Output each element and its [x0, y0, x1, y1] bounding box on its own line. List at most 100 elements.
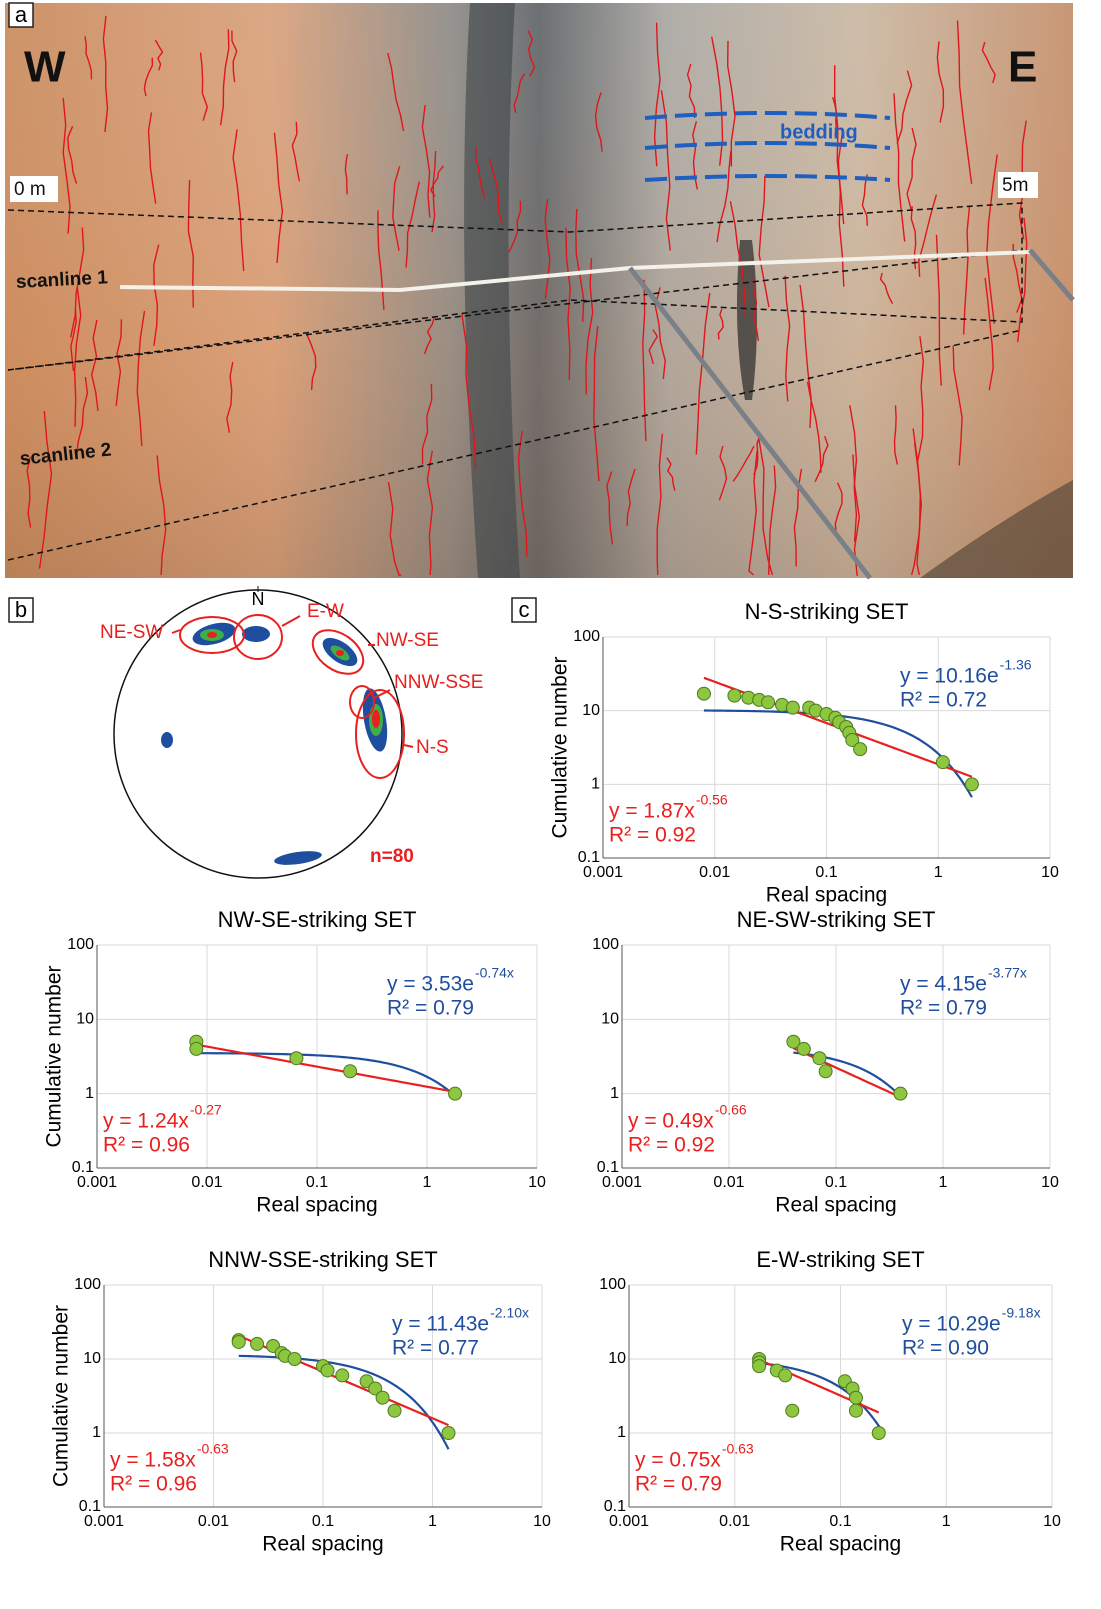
fit-exponent: -2.10x	[490, 1305, 529, 1321]
fracture	[849, 405, 858, 542]
fracture	[430, 165, 444, 197]
y-tick-label: 100	[599, 1276, 626, 1293]
fracture	[1017, 217, 1028, 343]
fit-exponent: -3.77x	[988, 965, 1027, 981]
fracture	[653, 22, 661, 167]
x-tick-label: 0.001	[77, 1174, 117, 1191]
fracture	[814, 435, 829, 483]
fracture	[893, 405, 899, 465]
fracture	[732, 445, 755, 482]
fracture	[527, 30, 536, 77]
fracture	[143, 57, 154, 97]
data-point	[287, 1352, 302, 1366]
pole	[628, 266, 872, 580]
fracture	[585, 258, 594, 395]
fracture	[115, 319, 123, 406]
fracture	[575, 208, 585, 322]
set-label: NE-SW	[100, 622, 163, 643]
dark-fissure	[464, 3, 520, 578]
contour	[161, 732, 173, 748]
fracture	[879, 272, 894, 304]
data-point	[448, 1086, 463, 1101]
fracture	[73, 287, 82, 427]
set-outlines	[171, 614, 414, 779]
fracture	[474, 147, 486, 199]
y-axis-label: Cumulative number	[50, 1305, 73, 1487]
fracture	[102, 15, 109, 133]
fit-exponent: -0.66	[715, 1102, 747, 1118]
data-point	[812, 1051, 827, 1066]
contour	[372, 710, 380, 728]
fracture	[1012, 243, 1023, 313]
set-label: N-S	[416, 737, 449, 758]
contour	[242, 626, 270, 642]
fracture	[517, 430, 528, 557]
density-contours	[161, 622, 388, 865]
y-tick-label: 100	[592, 936, 619, 953]
fracture	[985, 154, 998, 324]
west-label: W	[24, 43, 66, 92]
fit-r2: R² = 0.72	[900, 689, 987, 712]
panel-label: b	[15, 597, 27, 622]
x-tick-label: 0.01	[191, 1174, 222, 1191]
fracture	[906, 127, 917, 211]
fit-exponent: -0.27	[190, 1102, 222, 1118]
fracture	[199, 52, 209, 121]
fit-equation: y = 11.43e	[392, 1313, 489, 1336]
fit-exponent: -0.74x	[475, 965, 514, 981]
fracture	[136, 310, 146, 446]
panel-label: a	[15, 2, 28, 27]
x-tick-label: 1	[423, 1174, 432, 1191]
fracture	[726, 40, 736, 167]
fracture	[231, 30, 238, 83]
pole	[1028, 248, 1075, 302]
fracture	[799, 284, 812, 428]
fracture	[834, 482, 843, 535]
scanline-box	[7, 202, 1023, 371]
data-point	[375, 1390, 390, 1405]
y-tick-label: 0.1	[72, 1159, 94, 1176]
fit-r2: R² = 0.77	[392, 1337, 479, 1360]
fracture	[861, 174, 868, 226]
x-tick-label: 0.01	[719, 1513, 750, 1530]
fracture	[273, 132, 284, 264]
data-point	[893, 1086, 908, 1101]
fit-equation: y = 10.29e	[902, 1313, 1001, 1336]
x-tick-label: 1	[934, 864, 943, 881]
measuring-tape	[119, 250, 1031, 293]
fracture	[594, 92, 603, 152]
data-point	[752, 1359, 767, 1374]
contour	[274, 851, 322, 865]
data-point	[964, 777, 979, 792]
fracture	[935, 234, 942, 386]
fracture	[956, 20, 973, 184]
x-tick-label: 0.1	[306, 1174, 328, 1191]
y-tick-label: 1	[85, 1085, 94, 1102]
fracture	[656, 433, 664, 576]
fracture	[916, 336, 925, 462]
data-point	[343, 1064, 358, 1079]
photo-panel: a W E bedding 0 m 5m scanline 1 scanline…	[5, 2, 1075, 580]
fracture	[642, 279, 647, 442]
fracture	[912, 428, 922, 576]
fracture	[606, 471, 614, 545]
east-label: E	[1008, 43, 1037, 92]
data-point	[778, 1368, 793, 1383]
fracture	[344, 154, 349, 195]
fracture	[666, 457, 676, 491]
x-axis-label: Real spacing	[262, 1533, 383, 1556]
fit-exponent: -1.36	[1000, 657, 1032, 673]
y-tick-label: 10	[582, 702, 600, 719]
y-tick-label: 10	[608, 1350, 626, 1367]
charts: 0.001 0.01 0.1 1 10 0.1 1 10 100 N-S-striking SET…	[43, 599, 1061, 1556]
set-outline	[311, 629, 365, 675]
fit-exponent: -9.18x	[1002, 1305, 1041, 1321]
y-tick-label: 0.1	[79, 1498, 101, 1515]
y-tick-label: 100	[67, 936, 94, 953]
data-point	[320, 1363, 335, 1378]
fracture	[784, 275, 791, 402]
fracture	[84, 36, 93, 80]
fracture	[488, 158, 503, 225]
x-tick-label: 10	[1043, 1513, 1061, 1530]
y-axis-label: Cumulative number	[43, 965, 66, 1147]
